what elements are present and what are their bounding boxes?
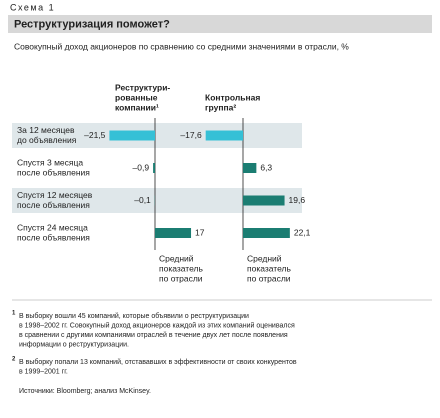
bar bbox=[206, 131, 243, 141]
value-label: 19,6 bbox=[289, 195, 306, 205]
note-text: в сравнении с другими компаниями отрасле… bbox=[19, 331, 288, 339]
category-label: после объявления bbox=[17, 200, 90, 210]
category-label: после объявления bbox=[17, 232, 90, 242]
note-text: В выборку попали 13 компаний, отстававши… bbox=[19, 358, 297, 366]
category-label: Спустя 3 месяца bbox=[17, 157, 83, 167]
source: Источники: Bloomberg; анализ McKinsey. bbox=[19, 388, 151, 395]
series-header: Контрольная bbox=[205, 92, 260, 102]
series-header: рованные bbox=[115, 92, 158, 102]
note-text: В выборку вошли 45 компаний, которые объ… bbox=[19, 312, 249, 320]
note-text: информации о реструктуризации. bbox=[19, 341, 129, 348]
value-label: 17 bbox=[195, 227, 205, 237]
reference-label: Средний bbox=[247, 253, 282, 263]
reference-label: показатель bbox=[159, 263, 204, 273]
note-text: в 1998–2002 гг. Совокупный доход акционе… bbox=[19, 321, 295, 329]
chart-subtitle: Совокупный доход акционеров по сравнению… bbox=[14, 41, 349, 51]
series-header: Реструктури- bbox=[115, 82, 170, 92]
value-label: –0,1 bbox=[134, 195, 151, 205]
value-label: 22,1 bbox=[294, 227, 311, 237]
category-label: Спустя 12 месяцев bbox=[17, 190, 93, 200]
series-header: компании¹ bbox=[115, 102, 159, 112]
category-label: Спустя 24 месяца bbox=[17, 222, 88, 232]
value-label: –21,5 bbox=[84, 130, 106, 140]
bar bbox=[243, 163, 256, 173]
value-label: –0,9 bbox=[133, 162, 150, 172]
reference-label: по отрасли bbox=[247, 273, 291, 283]
reference-label: Средний bbox=[159, 253, 194, 263]
category-label: до объявления bbox=[17, 135, 77, 145]
figure-label: Схема 1 bbox=[10, 2, 55, 12]
category-label: после объявления bbox=[17, 167, 90, 177]
bar bbox=[243, 228, 290, 238]
bar bbox=[153, 163, 155, 173]
category-label: За 12 месяцев bbox=[17, 125, 75, 135]
reference-label: по отрасли bbox=[159, 273, 203, 283]
series-header: группа² bbox=[205, 102, 236, 112]
value-label: 6,3 bbox=[260, 162, 272, 172]
note-text: в 1999–2001 гг. bbox=[19, 368, 68, 375]
chart-title: Реструктуризация поможет? bbox=[14, 18, 170, 30]
bar bbox=[243, 196, 285, 206]
value-label: –17,6 bbox=[180, 130, 202, 140]
bar bbox=[155, 228, 191, 238]
bar bbox=[109, 131, 155, 141]
reference-label: показатель bbox=[247, 263, 292, 273]
